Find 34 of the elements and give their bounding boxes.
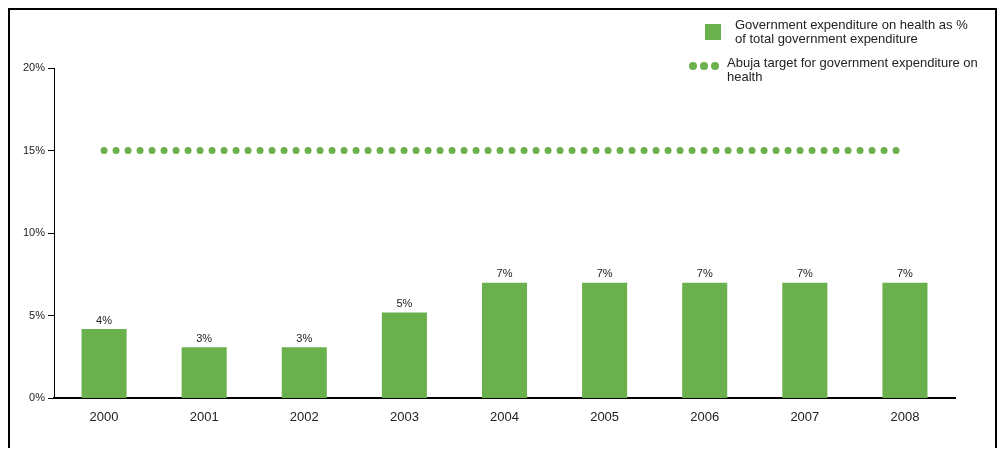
- data-label: 7%: [696, 267, 713, 280]
- bar: [181, 347, 227, 398]
- legend-label: Government expenditure on health as % of total government expenditure: [735, 17, 969, 46]
- x-tick-label: 2003: [389, 408, 419, 424]
- bar: [682, 282, 728, 398]
- x-tick-label: 2001: [189, 408, 219, 424]
- bar: [882, 282, 928, 398]
- data-label: 3%: [196, 331, 213, 344]
- y-tick-label: 0%: [29, 391, 46, 404]
- bar: [582, 282, 628, 398]
- bar: [481, 282, 528, 398]
- bar: [381, 312, 427, 398]
- y-tick-label: 15%: [22, 143, 46, 156]
- x-tick-label: 2004: [490, 408, 519, 424]
- x-tick-label: 2002: [289, 408, 319, 424]
- data-label: 7%: [496, 267, 513, 280]
- y-tick-label: 10%: [22, 226, 46, 239]
- x-tick-label: 2007: [790, 408, 820, 424]
- x-tick-label: 2008: [890, 408, 920, 424]
- bar: [281, 347, 327, 398]
- x-tick-label: 2006: [690, 408, 720, 424]
- bar: [782, 282, 828, 398]
- bar: [81, 329, 127, 398]
- data-label: 7%: [896, 267, 914, 280]
- y-tick-label: 20%: [22, 61, 46, 74]
- legend-label: Abuja target for government expenditure on health: [727, 55, 979, 84]
- data-label: 7%: [796, 267, 813, 280]
- data-label: 3%: [296, 331, 313, 344]
- y-tick-label: 5%: [29, 308, 46, 321]
- x-tick-label: 2000: [89, 408, 119, 424]
- data-label: 5%: [396, 297, 413, 310]
- data-label: 4%: [96, 313, 113, 326]
- data-label: 7%: [596, 267, 613, 280]
- x-tick-label: 2005: [590, 408, 620, 424]
